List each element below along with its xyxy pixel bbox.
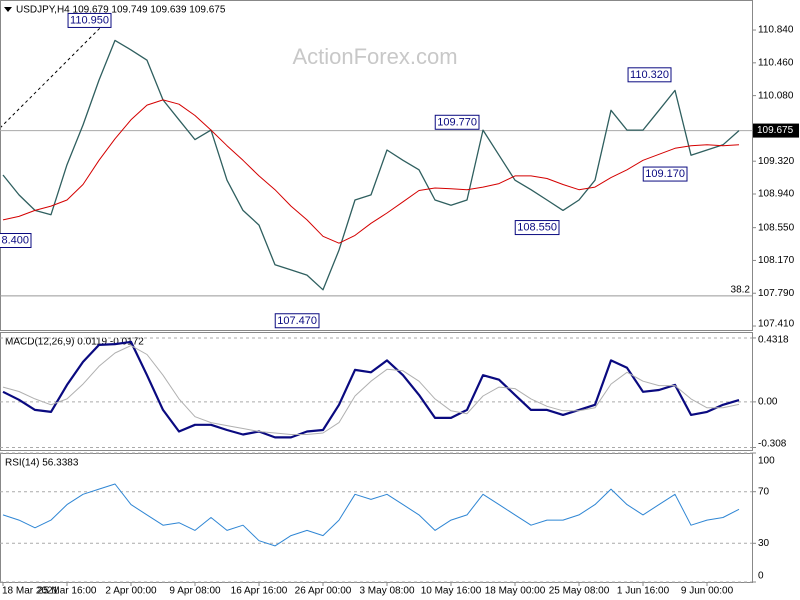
annotation-label: 110.320 [630,69,669,81]
y-tick-label: -0.308 [758,439,787,450]
x-tick-label: 18 Mar 2021 [2,586,59,597]
y-tick-label: 110.080 [758,90,794,101]
y-tick-label: 107.410 [758,319,795,330]
annotation-box [642,166,688,182]
y-tick-label: 107.790 [758,288,795,299]
x-tick-label: 25 Mar 16:00 [38,586,97,597]
annotation-box [274,313,320,329]
x-tick-label: 9 Apr 08:00 [169,586,221,597]
y-tick-label: 0 [758,571,764,582]
panel-title: USDJPY,H4 109.679 109.749 109.639 109.67… [16,5,226,16]
x-tick-label: 3 May 08:00 [359,586,414,597]
annotation-label: 110.950 [70,14,109,26]
annotation-box [434,114,480,130]
annotation-label: 109.170 [645,168,685,180]
fib-level-label: 38.2 [731,284,751,295]
series-line [2,345,740,435]
x-tick-label: 9 Jun 00:00 [681,586,734,597]
y-tick-label: 108.170 [758,255,795,266]
y-tick-label: 0.4318 [758,335,789,346]
series-line [2,39,740,291]
y-tick-label: 109.320 [758,156,795,167]
annotation-box [67,12,112,28]
x-tick-label: 25 May 08:00 [549,586,610,597]
panel-frame [0,453,753,583]
x-tick-label: 10 May 16:00 [421,586,482,597]
y-tick-label: 30 [758,538,770,549]
annotation-label: 8.400 [1,235,29,247]
panel-frame [0,332,753,451]
annotation-label: 108.550 [517,222,557,234]
x-tick-label: 2 Apr 00:00 [105,586,157,597]
last-price-box [753,123,799,138]
y-tick-label: 108.940 [758,189,795,200]
annotation-box [627,67,672,83]
series-line [2,340,740,439]
y-tick-label: 110.460 [758,57,794,68]
y-tick-label: 70 [758,486,770,497]
panel-frame [0,0,753,331]
last-price-label: 109.675 [757,125,794,136]
series-line [2,483,740,547]
panel-title: RSI(14) 56.3383 [5,458,79,469]
annotation-label: 107.470 [277,315,317,327]
x-tick-label: 1 Jun 16:00 [617,586,670,597]
y-tick-label: 110.840 [758,25,794,36]
x-tick-label: 18 May 00:00 [485,586,546,597]
trend-line [0,17,111,129]
panel-title: MACD(12,26,9) 0.0119 -0.0172 [5,337,144,348]
annotation-box [0,233,32,249]
x-tick-label: 16 Apr 16:00 [231,586,288,597]
menu-icon [4,7,12,12]
series-line [2,99,740,244]
y-tick-label: 0.00 [758,397,778,408]
annotation-label: 109.770 [437,116,477,128]
y-tick-label: 108.550 [758,222,795,233]
y-tick-label: 100 [758,456,775,467]
watermark: ActionForex.com [292,44,457,69]
annotation-box [514,220,560,236]
x-tick-label: 26 Apr 00:00 [295,586,352,597]
